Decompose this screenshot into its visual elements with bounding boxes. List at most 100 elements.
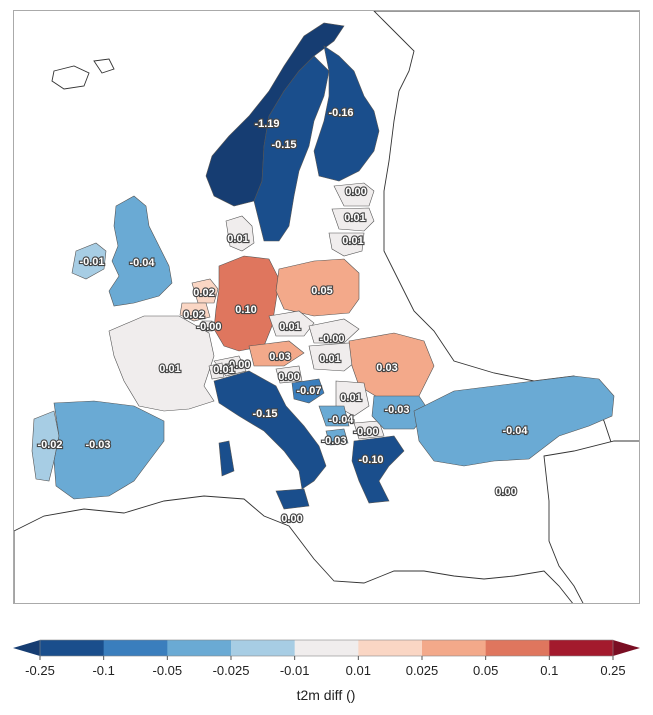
label-bosnia: -0.04 [328,414,354,426]
label-bulgaria: -0.03 [384,404,409,416]
colorbar-under-arrow [13,640,40,656]
label-greece: -0.10 [358,454,383,466]
colorbar-outline [39,639,614,657]
svalbard-land [51,65,90,90]
colorbar-tick-label: 0.025 [406,663,439,678]
colorbar-segment [422,640,487,656]
country-france [108,315,215,412]
label-luxembourg: -0.00 [196,321,221,333]
small-arctic-island [93,58,115,74]
colorbar-segments [40,640,614,656]
colorbar-segment [167,640,232,656]
colorbar-tick-label: 0.25 [600,663,625,678]
label-switzerland: -0.00 [225,359,250,371]
label-romania: 0.03 [376,362,397,374]
label-latvia: 0.01 [344,212,365,224]
country-italy [213,370,327,490]
country-luxembourg [201,320,213,332]
label-norway: -1.19 [254,118,279,130]
east-land [373,11,639,452]
country-sardinia [218,440,235,477]
country-bosnia [318,405,350,427]
label-sweden: -0.15 [271,139,296,151]
colorbar-title: t2m diff () [297,687,356,703]
label-austria: 0.03 [269,351,290,363]
colorbar-tick-label: -0.1 [92,663,114,678]
country-netherlands [191,278,219,304]
label-lithuania: 0.01 [342,235,363,247]
label-liechtenstein: 0.01 [213,364,234,376]
country-lithuania [328,232,365,257]
label-hungary: 0.01 [319,353,340,365]
colorbar-segment [103,640,168,656]
label-france: 0.01 [159,363,180,375]
label-north-macedonia: -0.00 [353,426,378,438]
colorbar-tick-label: -0.25 [25,663,55,678]
country-shapes [31,22,615,510]
label-serbia: 0.01 [340,392,361,404]
label-turkey: -0.04 [502,425,528,437]
country-finland [313,45,380,182]
country-greece [351,435,405,504]
colorbar-ticks: -0.25 -0.1 -0.05 -0.025 -0.01 0.01 0.025 0.05 0.… [25,656,626,678]
colorbar-segment [549,640,614,656]
colorbar-tick-label: -0.01 [280,663,310,678]
north-africa-land [14,495,573,603]
country-sweden [253,55,330,242]
colorbar-tick-label: 0.01 [346,663,371,678]
label-finland: -0.16 [328,107,353,119]
label-united-kingdom: -0.04 [129,257,155,269]
country-latvia [331,207,375,232]
country-ireland [71,242,107,280]
country-poland [275,258,360,317]
colorbar-tick-label: -0.025 [213,663,250,678]
colorbar-tick-label: 0.1 [540,663,558,678]
label-netherlands: 0.02 [193,287,214,299]
label-poland: 0.05 [311,285,332,297]
background-land [14,11,639,603]
label-belgium: 0.02 [183,309,204,321]
country-sicily [275,488,310,510]
label-malta: 0.00 [281,513,302,525]
colorbar-tick-label: 0.05 [473,663,498,678]
label-slovakia: -0.00 [319,333,344,345]
country-croatia [291,378,325,404]
colorbar-segment [231,640,296,656]
label-italy: -0.15 [252,408,277,420]
country-turkey [413,375,615,467]
country-austria [248,340,305,367]
country-czechia [268,310,315,337]
label-germany: 0.10 [235,304,256,316]
country-north-macedonia [353,420,385,440]
value-labels: -1.19 -0.15 -0.16 0.00 0.01 0.01 0.01 -0… [36,106,529,526]
label-montenegro: -0.03 [321,435,346,447]
country-estonia [333,182,375,207]
label-czechia: 0.01 [279,321,300,333]
country-united-kingdom [108,195,173,307]
country-hungary [308,342,360,372]
colorbar-segment [40,640,105,656]
country-belgium [179,302,211,322]
label-portugal: -0.02 [37,439,62,451]
country-slovakia [308,318,360,344]
label-croatia: -0.07 [296,385,321,397]
label-ireland: -0.01 [79,256,104,268]
colorbar-tick-label: -0.05 [153,663,183,678]
country-slovenia [275,365,303,384]
colorbar-segment [358,640,423,656]
map-frame: -1.19 -0.15 -0.16 0.00 0.01 0.01 0.01 -0… [13,10,640,604]
colorbar-over-arrow [613,640,640,656]
label-estonia: 0.00 [345,186,366,198]
country-denmark [225,215,255,252]
colorbar-segment [294,640,359,656]
country-liechtenstein [208,362,225,380]
label-denmark: 0.01 [227,233,248,245]
europe-map: -1.19 -0.15 -0.16 0.00 0.01 0.01 0.01 -0… [14,11,639,603]
middle-east-land [543,440,639,603]
country-spain [53,400,165,500]
label-slovenia: 0.00 [278,371,299,383]
colorbar-segment [485,640,550,656]
colorbar: -0.25 -0.1 -0.05 -0.025 -0.01 0.01 0.025 0.05 0.… [13,639,640,703]
country-portugal [31,410,60,482]
country-bulgaria [371,395,430,430]
